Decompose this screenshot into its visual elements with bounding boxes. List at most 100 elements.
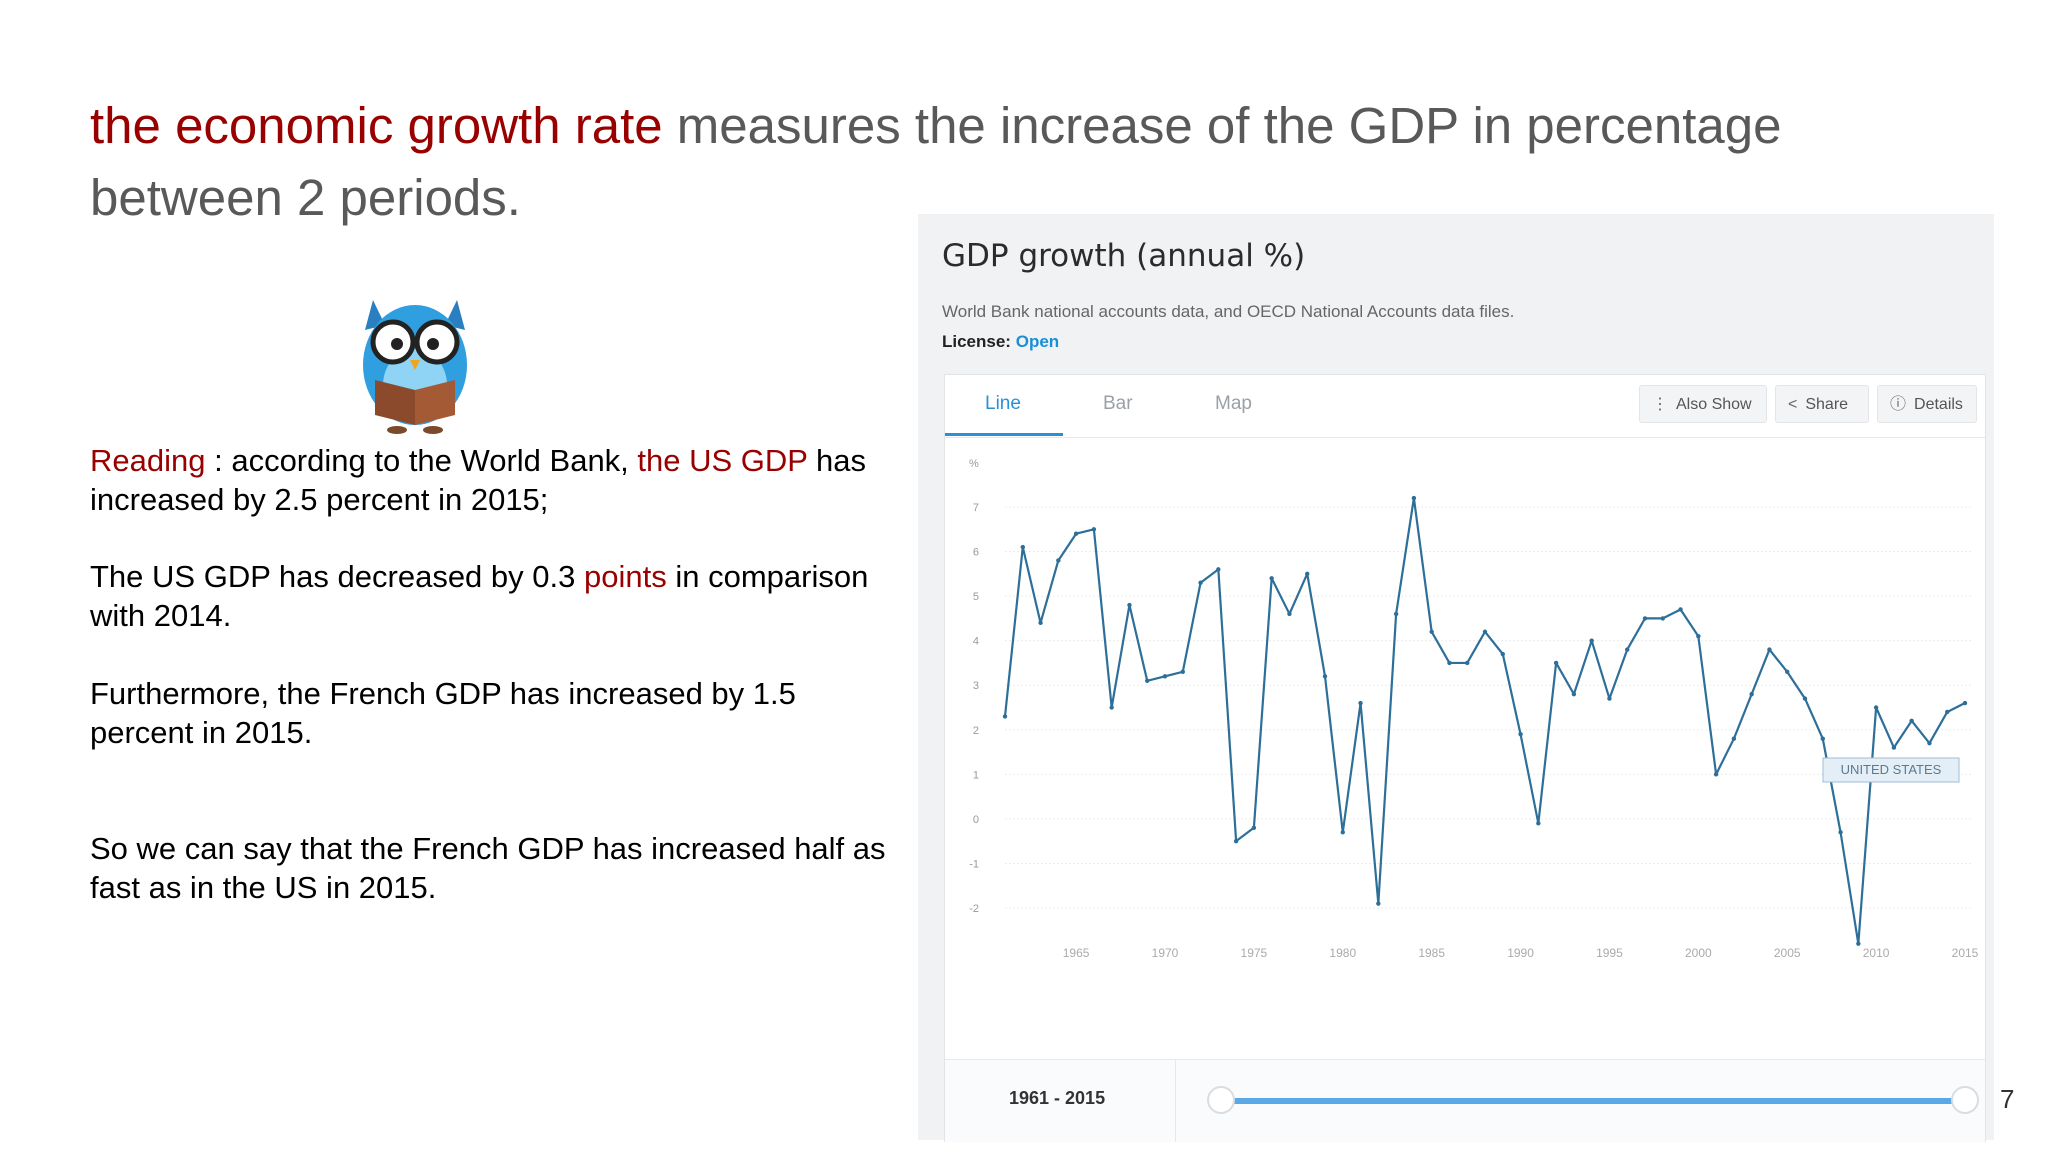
data-point <box>1162 674 1168 679</box>
slider-end-handle[interactable] <box>1951 1086 1979 1114</box>
data-point <box>1216 567 1221 572</box>
paragraph-reading: Reading : according to the World Bank, t… <box>90 441 890 519</box>
data-point <box>1482 629 1488 634</box>
y-tick-label: 5 <box>973 591 979 603</box>
vertical-dots-icon: ⋮ <box>1652 396 1668 413</box>
data-point <box>1731 736 1737 741</box>
data-point <box>1145 678 1150 683</box>
data-point <box>1891 745 1897 750</box>
footer-divider <box>1175 1060 1176 1142</box>
license-label: License: <box>942 332 1011 351</box>
gdp-line-chart: % 7 6 5 4 3 2 1 0 -1 -2 1965 1970 1975 1980 1985 1990 199… <box>969 458 1979 960</box>
x-tick-label: 1990 <box>1507 946 1534 960</box>
data-point <box>1945 709 1950 715</box>
y-tick-label: -1 <box>969 858 979 870</box>
worldbank-panel: GDP growth (annual %) World Bank nationa… <box>918 214 1994 1142</box>
data-point <box>1447 660 1452 666</box>
data-point <box>1305 571 1310 577</box>
data-point <box>1678 607 1683 612</box>
data-point <box>1020 544 1025 550</box>
data-point <box>1607 696 1612 701</box>
share-button[interactable]: < Share <box>1775 385 1869 423</box>
y-tick-label: 3 <box>973 680 979 692</box>
data-point <box>1962 700 1968 706</box>
data-point <box>1322 674 1328 679</box>
data-point <box>1820 736 1825 741</box>
x-tick-label: 1985 <box>1418 946 1445 960</box>
data-point <box>1838 830 1843 835</box>
data-point <box>1233 838 1239 844</box>
data-point <box>1358 700 1363 706</box>
owl-reading-icon <box>363 300 467 434</box>
also-show-button[interactable]: ⋮ Also Show <box>1639 385 1767 423</box>
range-footer: 1961 - 2015 <box>945 1059 1985 1142</box>
paragraph-conclusion: So we can say that the French GDP has in… <box>90 831 886 905</box>
data-point <box>1642 616 1648 621</box>
data-point <box>1091 527 1097 532</box>
x-tick-label: 2005 <box>1774 946 1801 960</box>
data-point <box>1056 558 1061 563</box>
tab-bar[interactable]: Bar <box>1103 393 1133 414</box>
data-point <box>1625 647 1630 652</box>
data-point <box>1038 620 1043 626</box>
license-link[interactable]: Open <box>1015 332 1060 351</box>
y-tick-label: 7 <box>973 502 979 514</box>
data-point <box>1198 580 1203 585</box>
data-point <box>1856 941 1861 946</box>
data-point <box>1927 740 1932 746</box>
chart-tabs: Line Bar Map ⋮ Also Show < Share ⓘ Details <box>945 375 1985 438</box>
data-point <box>1589 638 1594 643</box>
chart-card: Line Bar Map ⋮ Also Show < Share ⓘ Details … <box>944 374 1986 1142</box>
series-label-box <box>1822 757 1960 783</box>
license-line: License: Open <box>942 332 1059 352</box>
data-point <box>1500 651 1505 657</box>
paragraph-decrease: The US GDP has decreased by 0.3 points i… <box>90 557 890 635</box>
x-tick-label: 2010 <box>1863 946 1890 960</box>
year-range-slider[interactable] <box>1221 1098 1965 1104</box>
data-point <box>1109 705 1114 710</box>
y-tick-label: 0 <box>973 814 979 826</box>
x-tick-label: 2015 <box>1952 946 1979 960</box>
y-tick-label: 2 <box>973 725 979 737</box>
data-point <box>1002 714 1008 719</box>
data-point <box>1393 611 1399 617</box>
tab-line[interactable]: Line <box>985 393 1021 414</box>
x-tick-label: 2000 <box>1685 946 1712 960</box>
tab-map[interactable]: Map <box>1215 393 1252 414</box>
details-label: Details <box>1914 396 1963 413</box>
data-point <box>1127 602 1132 608</box>
data-point <box>1660 616 1665 621</box>
y-tick-label: 6 <box>973 547 979 559</box>
data-point <box>1251 825 1257 830</box>
data-point <box>1873 705 1879 710</box>
data-point <box>1411 495 1417 501</box>
slider-start-handle[interactable] <box>1207 1086 1235 1114</box>
chart-title: GDP growth (annual %) <box>942 238 1306 274</box>
chart-source: World Bank national accounts data, and O… <box>942 302 1515 321</box>
x-tick-label: 1970 <box>1152 946 1179 960</box>
info-icon: ⓘ <box>1890 396 1907 413</box>
also-show-label: Also Show <box>1676 396 1752 413</box>
data-point <box>1073 531 1079 536</box>
y-unit-label: % <box>969 458 979 470</box>
data-point <box>1749 691 1754 697</box>
us-gdp-highlight: the US GDP <box>637 443 808 478</box>
headline-rest: measures the increase of the GDP in perc… <box>90 97 1782 226</box>
headline-accent: the economic growth rate <box>90 97 663 154</box>
data-point <box>1340 830 1345 835</box>
series-line-united-states <box>1003 496 1966 945</box>
decrease-text-2: in comparison with 2014. <box>90 559 869 633</box>
data-point <box>1713 772 1719 777</box>
series-label: UNITED STATES <box>1841 762 1942 777</box>
paragraph-french: Furthermore, the French GDP has increase… <box>90 676 796 750</box>
reading-text-1: : according to the World Bank, <box>205 443 638 478</box>
data-point <box>1465 660 1470 666</box>
data-point <box>1553 660 1559 666</box>
slide-number: 7 <box>2000 1084 2015 1114</box>
details-button[interactable]: ⓘ Details <box>1877 385 1977 423</box>
x-tick-label: 1975 <box>1241 946 1268 960</box>
data-point <box>1696 634 1701 639</box>
data-point <box>1376 901 1381 906</box>
y-tick-label: 1 <box>973 769 979 781</box>
data-point <box>1180 669 1185 675</box>
